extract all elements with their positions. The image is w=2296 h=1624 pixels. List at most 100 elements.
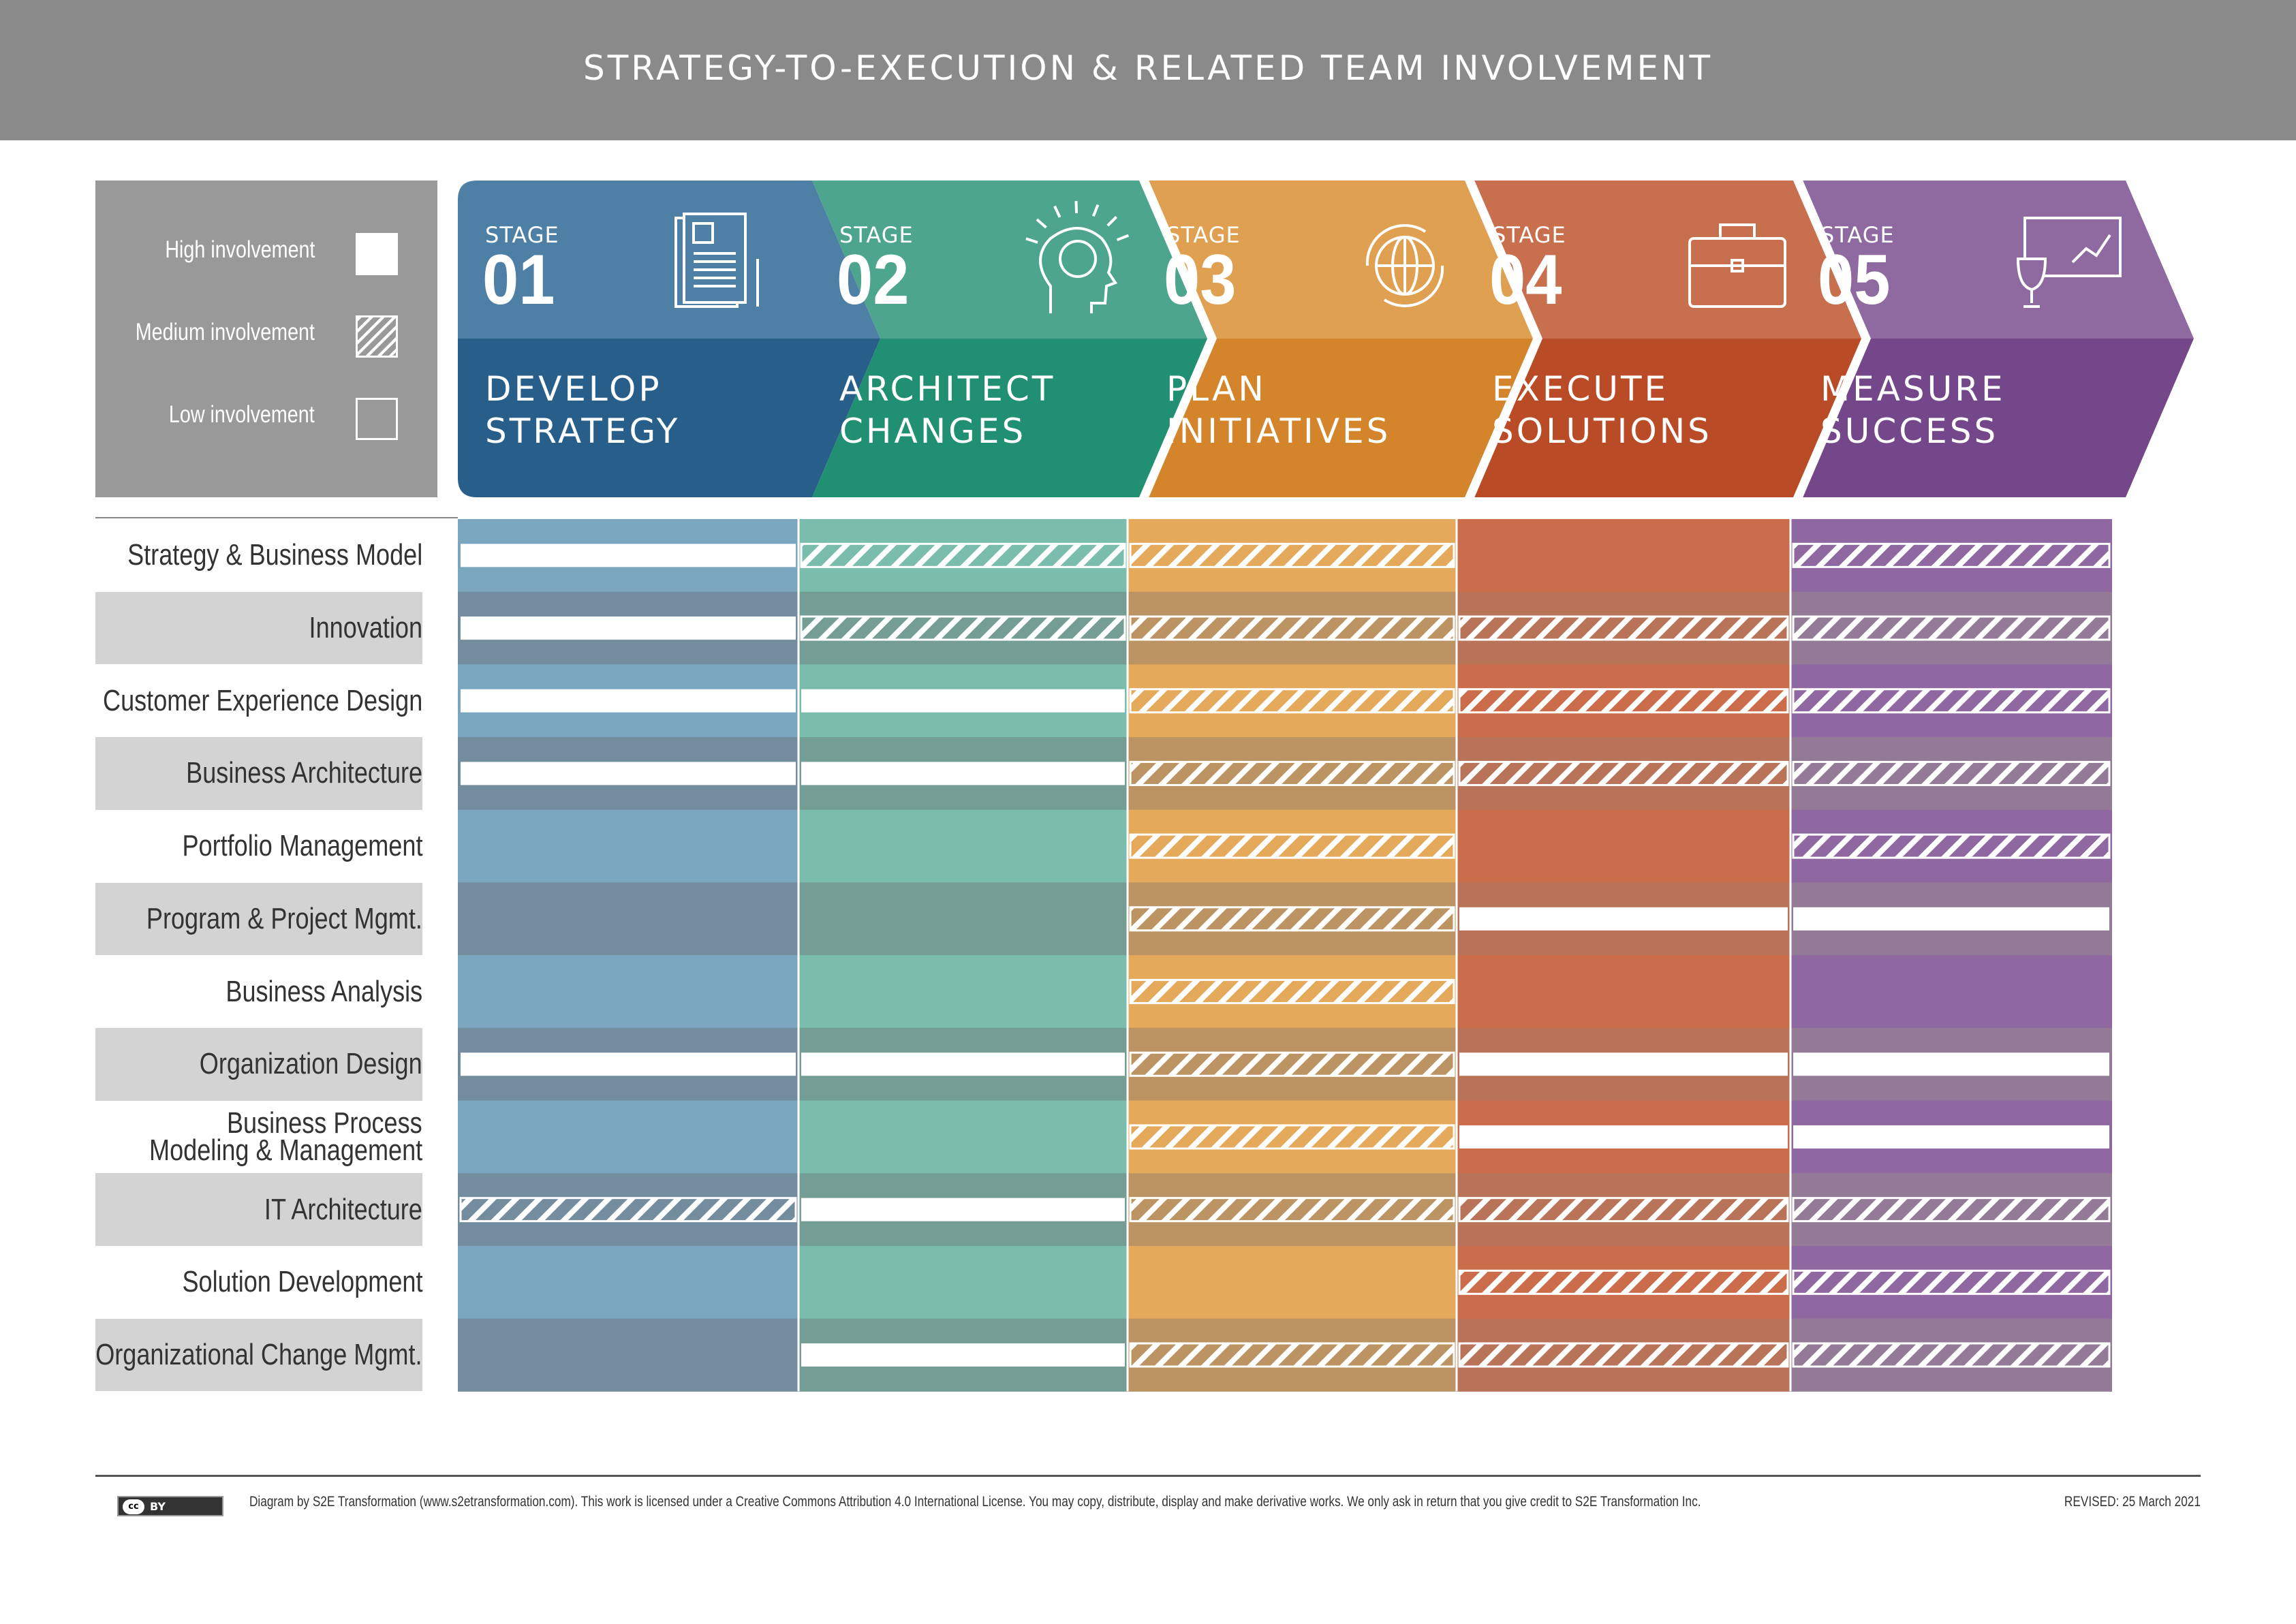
medium-involvement-bar <box>1792 688 2111 714</box>
globe-icon <box>1365 224 1444 307</box>
page-title: STRATEGY-TO-EXECUTION & RELATED TEAM INV… <box>583 48 1713 88</box>
matrix-cell <box>1457 955 1790 1029</box>
medium-involvement-bar <box>1458 1342 1789 1368</box>
high-involvement-bar <box>461 544 796 567</box>
medium-involvement-bar <box>1792 542 2111 568</box>
high-involvement-bar <box>801 1198 1125 1221</box>
row-label: Organization Design <box>95 1027 422 1101</box>
stage-label: STAGE <box>1492 222 1566 248</box>
high-involvement-bar <box>1459 1052 1788 1076</box>
matrix-row <box>458 664 2112 738</box>
matrix-row <box>458 591 2112 665</box>
matrix-cell <box>458 1100 798 1174</box>
high-involvement-bar <box>801 689 1125 713</box>
cc-icon: cc <box>123 1499 144 1514</box>
matrix-row <box>458 955 2112 1029</box>
high-involvement-bar <box>801 1052 1125 1076</box>
stage-label: STAGE <box>485 222 559 248</box>
medium-involvement-bar <box>1458 688 1789 714</box>
row-label: Business Process Modeling & Management <box>95 1100 422 1174</box>
high-involvement-bar <box>461 616 796 640</box>
legend-medium-label: Medium involvement <box>135 319 315 345</box>
stage-name: DEVELOP STRATEGY <box>485 369 681 451</box>
medium-involvement-bar <box>1129 979 1455 1005</box>
medium-involvement-bar <box>1792 833 2111 859</box>
high-involvement-bar <box>461 1052 796 1076</box>
legend-high-label: High involvement <box>164 236 315 263</box>
stage-chevrons <box>458 174 2203 504</box>
matrix-cell <box>1128 1246 1457 1320</box>
medium-involvement-bar <box>1458 615 1789 641</box>
high-involvement-bar <box>1793 907 2109 931</box>
matrix-row <box>458 519 2112 593</box>
involvement-matrix <box>95 517 2112 1392</box>
trophy-chart-icon <box>2016 217 2122 308</box>
high-involvement-bar <box>1793 1052 2109 1076</box>
row-label: Program & Project Mgmt. <box>95 882 422 956</box>
medium-involvement-bar <box>800 542 1126 568</box>
matrix-cell <box>458 1318 798 1392</box>
medium-involvement-bar <box>1792 615 2111 641</box>
matrix-row <box>458 1027 2112 1102</box>
stage-chevron-05 <box>1786 174 2203 504</box>
row-label: IT Architecture <box>95 1173 422 1246</box>
row-label: Business Architecture <box>95 737 422 810</box>
matrix-cell <box>1790 955 2112 1029</box>
medium-involvement-bar <box>1458 760 1789 786</box>
matrix-row <box>458 809 2112 883</box>
stage-number: 04 <box>1489 240 1562 319</box>
header-bar: STRATEGY-TO-EXECUTION & RELATED TEAM INV… <box>0 0 2296 140</box>
medium-involvement-bar <box>459 1197 797 1223</box>
footer-credit: Diagram by S2E Transformation (www.s2etr… <box>249 1494 1701 1510</box>
high-involvement-bar <box>1459 1125 1788 1149</box>
medium-involvement-bar <box>1129 833 1455 859</box>
matrix-cell <box>798 1246 1128 1320</box>
revised-date: REVISED: 25 March 2021 <box>2064 1494 2201 1510</box>
stage-number: 05 <box>1818 240 1891 319</box>
stage-chevron-03 <box>1132 174 1542 504</box>
medium-involvement-bar <box>1458 1269 1789 1295</box>
legend: High involvement Medium involvement Low … <box>95 181 437 497</box>
high-involvement-bar <box>1459 907 1788 931</box>
stage-chevron-01 <box>458 181 880 497</box>
stage-chevron-04 <box>1458 174 1871 504</box>
brain-icon <box>1025 200 1130 313</box>
medium-involvement-bar <box>1129 542 1455 568</box>
matrix-row <box>458 737 2112 811</box>
matrix-cell <box>798 809 1128 883</box>
medium-involvement-bar <box>1129 615 1455 641</box>
legend-low-label: Low involvement <box>169 401 315 428</box>
row-label: Portfolio Management <box>95 809 422 883</box>
matrix-row <box>458 1173 2112 1247</box>
legend-low-swatch <box>356 398 398 440</box>
stage-label: STAGE <box>1166 222 1241 248</box>
matrix-cell <box>458 1246 798 1320</box>
high-involvement-bar <box>801 1343 1125 1367</box>
matrix-cell <box>798 955 1128 1029</box>
stage-name: ARCHITECT CHANGES <box>839 369 1056 451</box>
matrix-row <box>458 1100 2112 1174</box>
stage-label: STAGE <box>839 222 914 248</box>
matrix-cell <box>458 955 798 1029</box>
document-icon <box>674 213 759 308</box>
stage-name: MEASURE SUCCESS <box>1820 369 2006 451</box>
legend-high-swatch <box>356 233 398 275</box>
matrix-cell <box>1457 809 1790 883</box>
row-label: Customer Experience Design <box>95 664 422 738</box>
medium-involvement-bar <box>1129 688 1455 714</box>
matrix-row <box>458 1318 2112 1392</box>
license-badge[interactable]: cc BY <box>117 1496 223 1516</box>
medium-involvement-bar <box>1129 760 1455 786</box>
matrix-cell <box>458 882 798 956</box>
medium-involvement-bar <box>1129 1124 1455 1150</box>
briefcase-icon <box>1688 223 1786 308</box>
medium-involvement-bar <box>1458 1197 1789 1223</box>
row-label: Business Analysis <box>95 955 422 1028</box>
stage-chevron-02 <box>805 174 1217 504</box>
medium-involvement-bar <box>1129 1342 1455 1368</box>
footer-divider <box>95 1475 2201 1477</box>
stage-number: 01 <box>482 240 555 319</box>
medium-involvement-bar <box>1792 760 2111 786</box>
legend-medium-swatch <box>356 315 398 358</box>
medium-involvement-bar <box>1792 1197 2111 1223</box>
